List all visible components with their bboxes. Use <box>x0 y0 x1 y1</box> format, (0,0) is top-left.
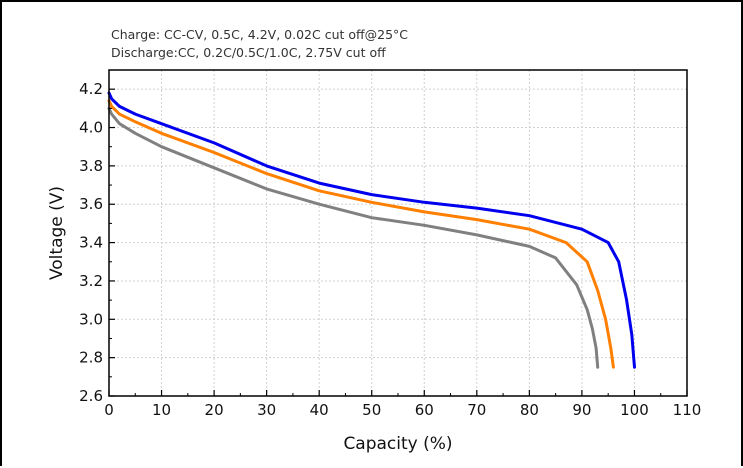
y-tick-label: 3.6 <box>79 195 103 213</box>
series-line-2 <box>107 99 615 369</box>
x-tick-label: 70 <box>467 401 486 419</box>
x-axis-label: Capacity (%) <box>343 434 452 454</box>
x-tick-label: 30 <box>257 401 276 419</box>
charge-condition-text: Charge: CC-CV, 0.5C, 4.2V, 0.02C cut off… <box>111 27 408 42</box>
x-tick-label: 50 <box>362 401 381 419</box>
y-tick-label: 3.2 <box>79 272 103 290</box>
y-tick-label: 4.2 <box>79 80 103 98</box>
x-tick-label: 100 <box>620 401 649 419</box>
series-lines <box>107 91 636 369</box>
y-tick-label: 3.0 <box>79 310 103 328</box>
y-tick-label: 4.0 <box>79 119 103 137</box>
x-tick-label: 110 <box>673 401 702 419</box>
x-tick-label: 0 <box>104 401 114 419</box>
x-tick-label: 20 <box>205 401 224 419</box>
series-line-1 <box>107 91 636 369</box>
axis-ticks: 0 10 20 30 40 50 60 70 80 90 100 110 2.6 2.8 3.0 3.2 3.4… <box>79 69 702 419</box>
y-tick-label: 3.8 <box>79 157 103 175</box>
series-line-3 <box>107 106 600 369</box>
y-tick-label: 2.6 <box>79 387 103 405</box>
x-tick-label: 60 <box>415 401 434 419</box>
plot-area-border <box>108 69 688 397</box>
y-tick-label: 2.8 <box>79 349 103 367</box>
x-tick-label: 80 <box>520 401 539 419</box>
x-tick-label: 10 <box>152 401 171 419</box>
x-tick-label: 90 <box>572 401 591 419</box>
discharge-condition-text: Discharge:CC, 0.2C/0.5C/1.0C, 2.75V cut … <box>111 45 386 60</box>
x-tick-label: 40 <box>310 401 329 419</box>
y-axis-label: Voltage (V) <box>47 186 67 280</box>
grid-lines <box>109 70 687 396</box>
y-tick-label: 3.4 <box>79 234 103 252</box>
